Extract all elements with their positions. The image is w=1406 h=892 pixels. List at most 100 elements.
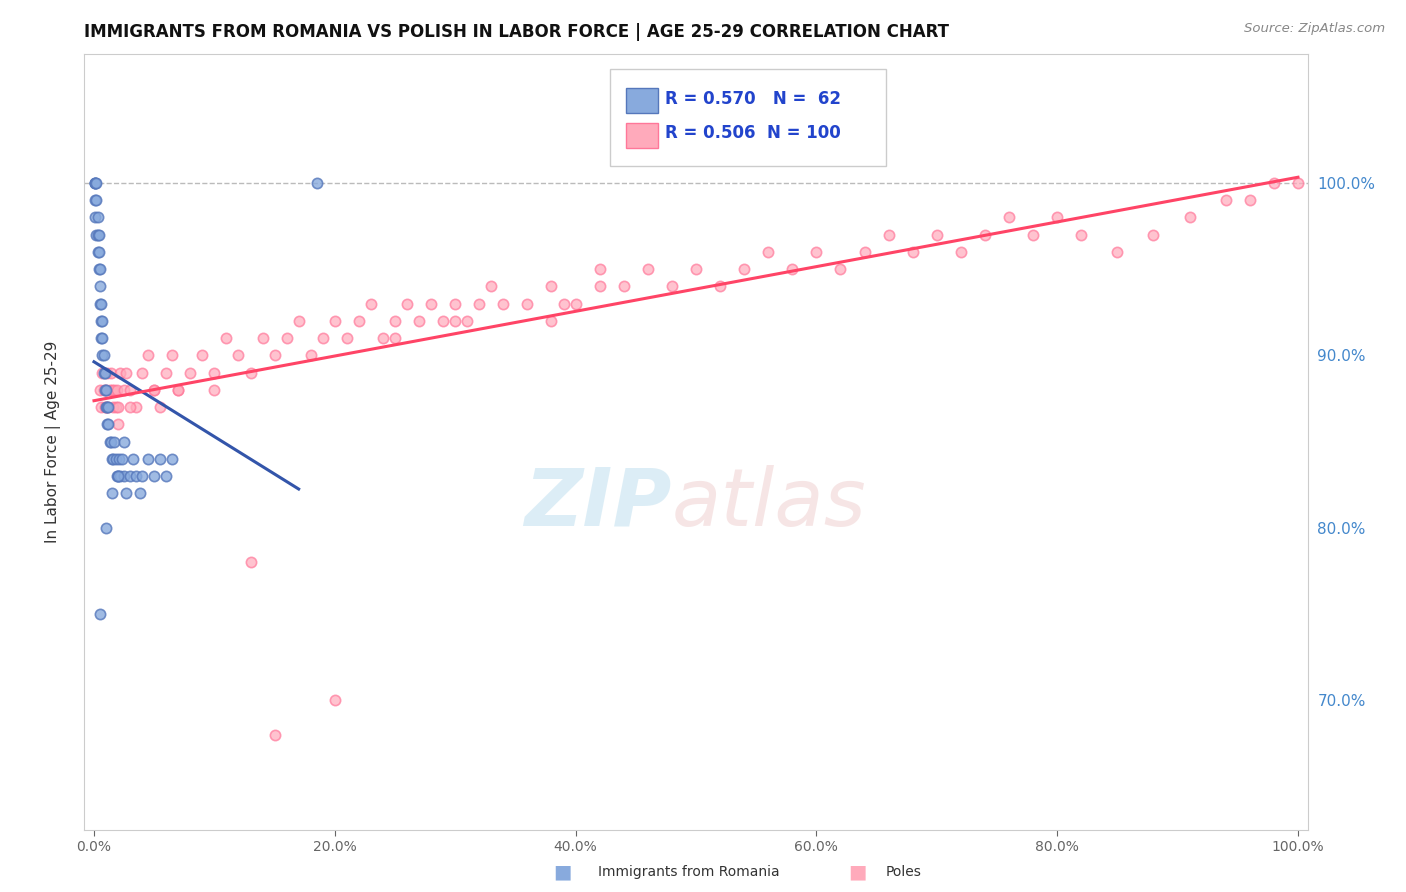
Text: ■: ■ [553,863,572,882]
Point [87,262,110,277]
Point [107,400,129,414]
Point [239,366,262,380]
Point [877,227,900,242]
Point [432,314,454,328]
Point [110,469,132,483]
Point [228,348,250,362]
Point [121,451,143,466]
Point [143,469,166,483]
Point [107,469,129,483]
Point [853,244,876,259]
Point [131,366,153,380]
Point [90,400,112,414]
Point [1263,176,1285,190]
Point [540,279,562,293]
Point [492,296,515,310]
Point [299,348,322,362]
FancyBboxPatch shape [626,123,658,148]
Point [86,227,108,242]
Point [87,227,110,242]
Point [101,383,124,397]
Text: ■: ■ [848,863,868,882]
Point [89,296,111,310]
Point [107,417,129,432]
Point [90,331,112,345]
Point [949,244,972,259]
Point [97,400,120,414]
Point [276,331,298,345]
Point [347,314,370,328]
Point [830,262,852,277]
Point [125,469,148,483]
Point [100,434,122,449]
Point [263,348,285,362]
Point [136,451,159,466]
Point [94,400,117,414]
Point [149,400,172,414]
Point [93,348,115,362]
Point [323,314,346,328]
Point [103,434,125,449]
Point [84,211,107,225]
Point [108,451,131,466]
Point [136,348,159,362]
Point [91,348,114,362]
Point [93,383,115,397]
Point [91,366,114,380]
Point [96,400,118,414]
Text: Source: ZipAtlas.com: Source: ZipAtlas.com [1244,22,1385,36]
Point [84,176,107,190]
Point [420,296,443,310]
Point [252,331,274,345]
Point [128,486,150,500]
Point [89,607,111,621]
Point [155,469,177,483]
Point [564,296,586,310]
Point [105,383,128,397]
Point [86,244,108,259]
Point [1215,193,1237,207]
Point [112,383,135,397]
Point [456,314,478,328]
Text: Immigrants from Romania: Immigrants from Romania [598,865,779,880]
Point [90,314,112,328]
Point [103,383,125,397]
Point [90,296,112,310]
Point [105,469,128,483]
Point [202,383,225,397]
Point [733,262,755,277]
Point [215,331,238,345]
Point [1046,211,1069,225]
Point [239,555,262,569]
Point [94,366,117,380]
Point [553,296,575,310]
FancyBboxPatch shape [610,69,886,166]
Point [974,227,997,242]
Point [360,296,382,310]
Point [89,383,111,397]
Point [115,366,138,380]
Point [96,417,118,432]
Point [86,211,108,225]
Point [120,383,142,397]
Point [110,366,132,380]
Point [479,279,502,293]
Point [444,296,467,310]
Point [1286,176,1309,190]
Point [143,383,166,397]
Point [167,383,190,397]
Point [112,434,135,449]
Point [91,331,114,345]
FancyBboxPatch shape [626,88,658,113]
Point [1239,193,1261,207]
Point [98,383,121,397]
Y-axis label: In Labor Force | Age 25-29: In Labor Force | Age 25-29 [45,341,60,542]
Point [782,262,804,277]
Point [179,366,201,380]
Point [101,486,124,500]
Point [637,262,659,277]
Point [107,469,129,483]
Point [685,262,707,277]
Point [384,314,406,328]
Point [312,331,335,345]
